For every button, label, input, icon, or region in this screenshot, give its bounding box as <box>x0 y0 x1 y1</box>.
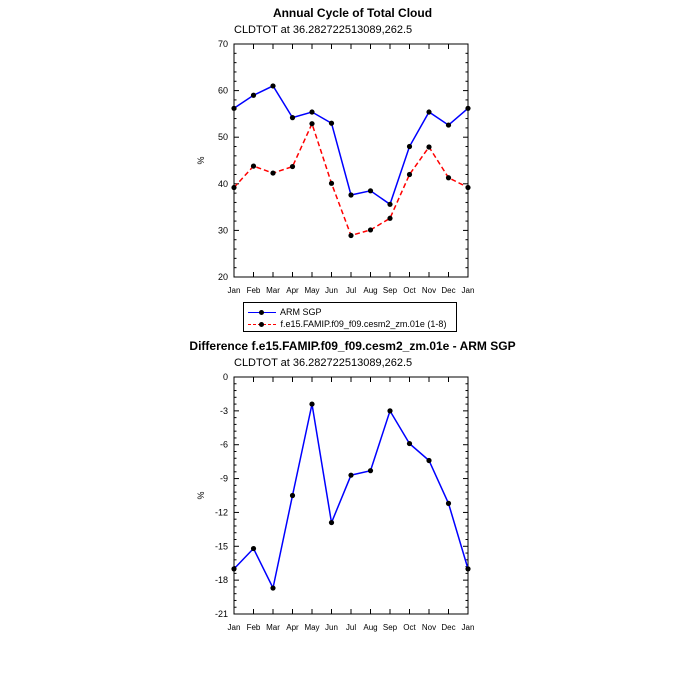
chart2-xtick-label: Oct <box>403 623 416 632</box>
chart1-xtick-label: Jan <box>228 286 241 295</box>
chart2-series-1-point <box>250 545 257 552</box>
chart1-series-1-point <box>465 105 471 111</box>
chart2-ytick-label: -3 <box>220 406 228 416</box>
legend-label-arm-sgp: ARM SGP <box>280 307 322 317</box>
chart1-series-2-point <box>270 170 276 176</box>
chart1-ytick-label: 40 <box>218 179 228 189</box>
chart1-series-2-point <box>465 184 471 191</box>
chart2-series-1-point <box>231 566 237 572</box>
chart1-series-1-point <box>309 109 315 115</box>
chart1-xtick-label: Jul <box>346 286 356 295</box>
chart2-series-1-point <box>367 468 374 474</box>
chart2-xtick-label: Sep <box>383 623 398 632</box>
chart2-series-1-point <box>270 585 276 591</box>
chart2-xtick-label: Mar <box>266 623 280 632</box>
chart2-series-1-point <box>387 408 393 414</box>
chart1-series-1-point <box>250 92 257 98</box>
chart1-xtick-label: Mar <box>266 286 280 295</box>
chart2-xtick-label: Feb <box>247 623 261 632</box>
chart1-series-1-point <box>348 192 354 198</box>
chart1-series-1-point <box>270 83 276 89</box>
chart1-series-2-point <box>328 180 335 186</box>
chart1-xtick-label: May <box>304 286 319 295</box>
chart2-series-1-point <box>289 492 296 499</box>
chart2-ytick-label: -21 <box>215 609 228 619</box>
chart1-ytick-label: 50 <box>218 132 228 142</box>
chart2-ytick-label: 0 <box>223 372 228 382</box>
chart1-xtick-label: Oct <box>403 286 416 295</box>
chart1-series-line-2 <box>233 121 469 237</box>
chart2-series-line-1 <box>233 403 469 591</box>
chart2-subtitle: CLDTOT at 36.282722513089,262.5 <box>234 357 413 369</box>
legend-line-red <box>248 322 276 328</box>
chart1-series-2-point <box>406 171 413 178</box>
chart1-series-2-point <box>250 163 257 169</box>
chart2-series-1-point <box>309 401 315 407</box>
chart1-series-2-point <box>309 121 315 127</box>
chart2-xtick-label: Dec <box>441 623 455 632</box>
chart2-xtick-label: Jan <box>228 623 241 632</box>
chart2-ytick-label: -15 <box>215 541 228 551</box>
chart1-series-1-point <box>406 143 413 150</box>
chart1-series-1-point <box>289 115 296 121</box>
chart1-series-2-point <box>289 163 296 170</box>
chart2-ylabel: % <box>196 491 206 499</box>
legend-item-model: f.e15.FAMIP.f09_f09.cesm2_zm.01e (1-8) <box>248 318 446 330</box>
chart2-frame <box>233 376 469 615</box>
chart1-series-1-point <box>387 201 393 207</box>
legend-item-arm-sgp: ARM SGP <box>248 306 322 318</box>
chart2-series-1-point <box>348 472 354 478</box>
chart2-ytick-label: -12 <box>215 507 228 517</box>
chart1-xtick-label: Feb <box>247 286 261 295</box>
chart2-series-1-point <box>426 457 432 464</box>
chart2-xtick-label: Jul <box>346 623 356 632</box>
chart2-title: Difference f.e15.FAMIP.f09_f09.cesm2_zm.… <box>189 339 516 353</box>
chart1-series-1-point <box>328 120 335 126</box>
chart2-xtick-label: Apr <box>286 623 299 632</box>
chart2-ytick-label: -6 <box>220 440 228 450</box>
chart1-series-1-point <box>367 188 374 194</box>
chart1-series-2-point <box>367 227 374 233</box>
chart1-xtick-label: Sep <box>383 286 398 295</box>
chart1-legend: ARM SGP f.e15.FAMIP.f09_f09.cesm2_zm.01e… <box>243 302 457 332</box>
legend-line-blue <box>248 310 276 316</box>
chart2-ytick-label: -9 <box>220 474 228 484</box>
chart2-ytick-label: -18 <box>215 575 228 585</box>
chart2-series-1-point <box>406 440 413 447</box>
chart2-xtick-label: May <box>304 623 319 632</box>
chart2-xtick-label: Jun <box>325 623 338 632</box>
chart1-xtick-label: Jan <box>462 286 475 295</box>
chart1-series-2-point <box>387 215 393 221</box>
legend-label-model: f.e15.FAMIP.f09_f09.cesm2_zm.01e (1-8) <box>280 319 447 329</box>
chart1-series-2-point <box>348 232 354 239</box>
chart1-subtitle: CLDTOT at 36.282722513089,262.5 <box>234 24 413 36</box>
chart1-xtick-label: Nov <box>422 286 436 295</box>
chart2-xtick-label: Aug <box>363 623 377 632</box>
chart1-xtick-label: Apr <box>286 286 299 295</box>
chart1-series-line-1 <box>233 84 469 206</box>
chart1-ytick-label: 70 <box>218 39 228 49</box>
chart2-xtick-label: Jan <box>462 623 475 632</box>
chart1-ytick-label: 30 <box>218 225 228 235</box>
chart1-ytick-label: 60 <box>218 86 228 96</box>
chart1-series-1-point <box>231 105 237 111</box>
chart1-xtick-label: Aug <box>363 286 377 295</box>
chart1-ylabel: % <box>196 156 206 164</box>
chart1-xtick-label: Dec <box>441 286 455 295</box>
chart1-xtick-label: Jun <box>325 286 338 295</box>
chart1-series-1-point <box>426 109 432 115</box>
chart2-series-1-point <box>328 519 335 526</box>
chart1-series-2-point <box>426 144 432 150</box>
chart1-ytick-label: 20 <box>218 272 228 282</box>
chart1-frame <box>233 43 469 278</box>
chart1-title: Annual Cycle of Total Cloud <box>272 6 433 20</box>
chart2-series-1-point <box>465 566 471 572</box>
chart2-xtick-label: Nov <box>422 623 436 632</box>
chart1-series-2-point <box>445 175 452 181</box>
chart2-series-1-point <box>445 500 452 506</box>
chart1-series-2-point <box>231 184 237 191</box>
chart1-series-1-point <box>445 122 452 128</box>
